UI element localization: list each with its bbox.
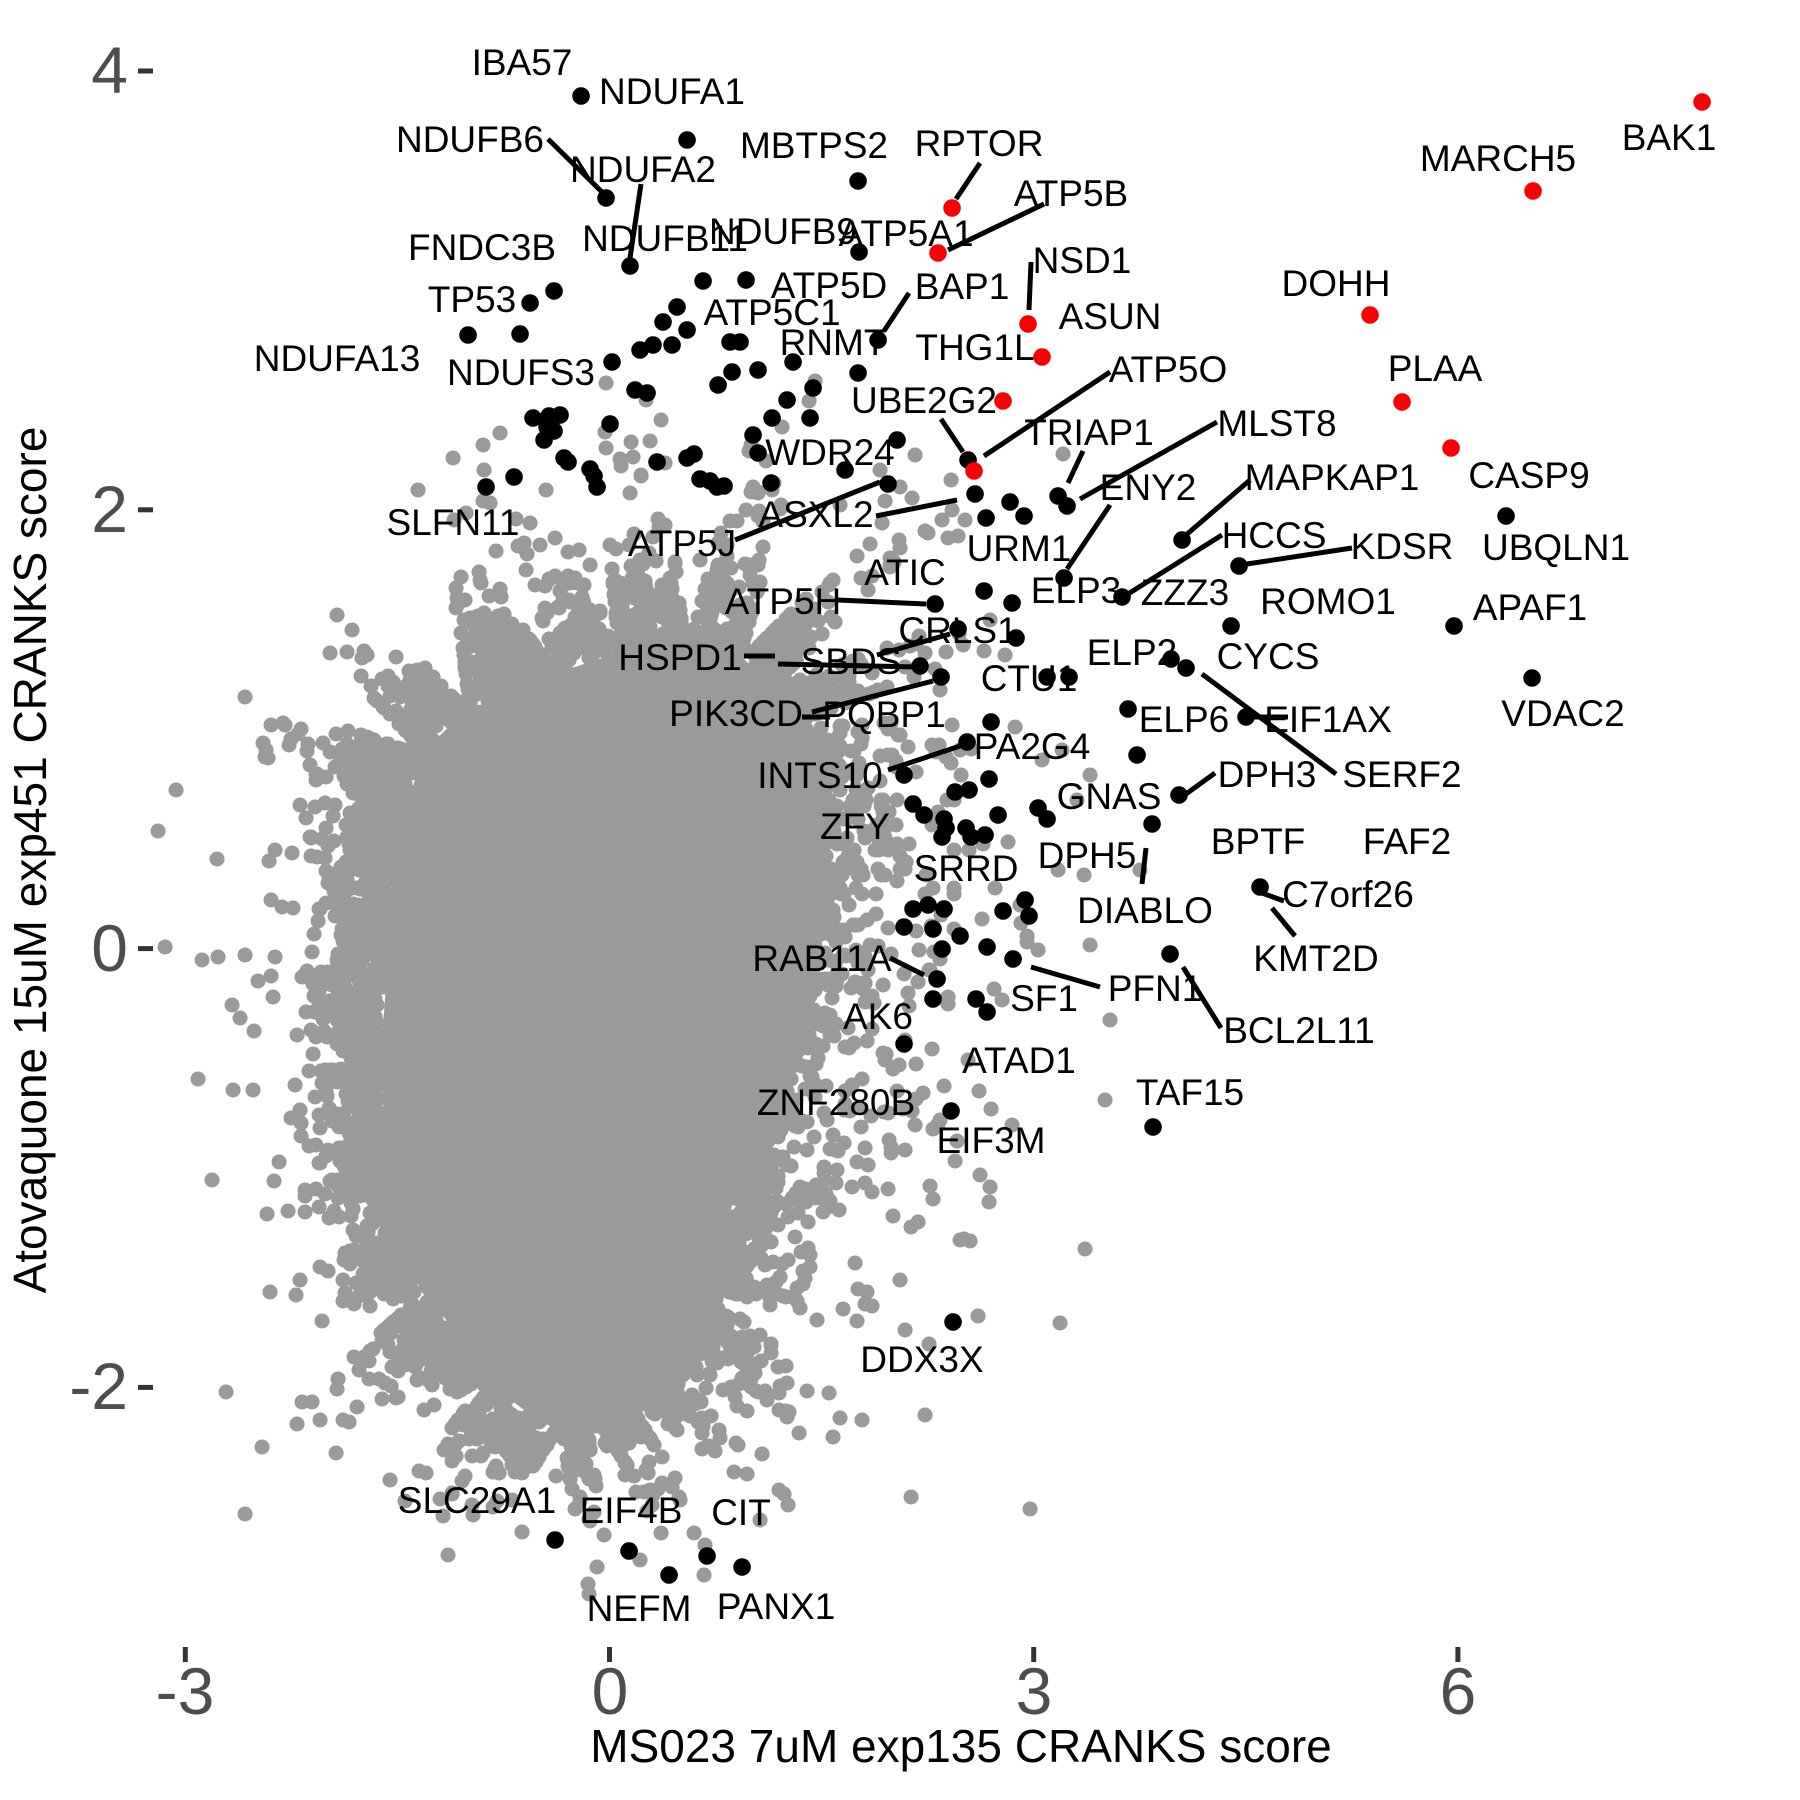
svg-text:TP53: TP53 [428, 279, 516, 320]
svg-text:ATP5J: ATP5J [628, 523, 736, 564]
svg-text:RAB11A: RAB11A [752, 938, 891, 979]
svg-text:NDUFB6: NDUFB6 [396, 119, 544, 160]
svg-text:FAF2: FAF2 [1363, 821, 1451, 862]
svg-text:6: 6 [1440, 1654, 1477, 1728]
svg-text:ATP5H: ATP5H [725, 581, 842, 622]
svg-text:ATP5B: ATP5B [1014, 173, 1128, 214]
svg-text:DIABLO: DIABLO [1077, 890, 1213, 931]
svg-text:SLC29A1: SLC29A1 [398, 1480, 556, 1521]
svg-text:UBE2G2: UBE2G2 [851, 380, 997, 421]
svg-text:NDUFA2: NDUFA2 [570, 149, 716, 190]
svg-text:SLFN11: SLFN11 [387, 502, 520, 543]
svg-text:KDSR: KDSR [1351, 526, 1454, 567]
svg-text:ASUN: ASUN [1059, 296, 1162, 337]
svg-text:EIF4B: EIF4B [580, 1490, 683, 1531]
svg-text:0: 0 [91, 911, 128, 985]
svg-text:ATAD1: ATAD1 [962, 1040, 1076, 1081]
svg-text:EIF1AX: EIF1AX [1264, 699, 1392, 740]
svg-text:ATP5A1: ATP5A1 [838, 213, 973, 254]
svg-text:APAF1: APAF1 [1473, 587, 1587, 628]
svg-text:Atovaquone 15uM exp451 CRANKS: Atovaquone 15uM exp451 CRANKS score [4, 427, 56, 1294]
svg-text:GNAS: GNAS [1057, 776, 1162, 817]
svg-text:MAPKAP1: MAPKAP1 [1245, 457, 1420, 498]
svg-text:NEFM: NEFM [587, 1588, 692, 1629]
svg-text:VDAC2: VDAC2 [1501, 693, 1624, 734]
svg-text:CIT: CIT [711, 1492, 771, 1533]
svg-text:ZNF280B: ZNF280B [757, 1082, 915, 1123]
svg-text:NDUFA1: NDUFA1 [599, 71, 745, 112]
svg-text:BPTF: BPTF [1211, 821, 1306, 862]
svg-text:HSPD1: HSPD1 [618, 637, 741, 678]
svg-text:THG1L: THG1L [915, 327, 1034, 368]
svg-text:ZFY: ZFY [820, 806, 890, 847]
svg-text:ATP5D: ATP5D [771, 265, 888, 306]
svg-text:WDR24: WDR24 [765, 432, 895, 473]
svg-text:ENY2: ENY2 [1100, 467, 1197, 508]
svg-text:UBQLN1: UBQLN1 [1482, 527, 1630, 568]
svg-text:PQBP1: PQBP1 [822, 694, 945, 735]
svg-text:BAK1: BAK1 [1622, 117, 1717, 158]
svg-text:AK6: AK6 [843, 996, 913, 1037]
svg-text:ELP6: ELP6 [1139, 699, 1230, 740]
svg-text:CRLS1: CRLS1 [898, 610, 1017, 651]
svg-text:MBTPS2: MBTPS2 [740, 125, 888, 166]
svg-text:ELP2: ELP2 [1087, 632, 1178, 673]
svg-text:TAF15: TAF15 [1136, 1072, 1244, 1113]
svg-text:C7orf26: C7orf26 [1282, 874, 1414, 915]
svg-text:NDUFB11: NDUFB11 [582, 218, 748, 259]
svg-text:ASXL2: ASXL2 [758, 494, 873, 535]
svg-text:RPTOR: RPTOR [915, 123, 1044, 164]
svg-text:DDX3X: DDX3X [860, 1339, 983, 1380]
svg-text:PA2G4: PA2G4 [974, 726, 1091, 767]
svg-text:CTU1: CTU1 [981, 658, 1078, 699]
svg-text:NDUFS3: NDUFS3 [447, 352, 595, 393]
svg-text:IBA57: IBA57 [472, 42, 573, 83]
svg-text:KMT2D: KMT2D [1253, 938, 1378, 979]
svg-text:HCCS: HCCS [1222, 515, 1327, 556]
svg-text:FNDC3B: FNDC3B [408, 227, 556, 268]
svg-text:3: 3 [1016, 1654, 1053, 1728]
svg-text:NDUFA13: NDUFA13 [254, 338, 421, 379]
svg-text:RNMT: RNMT [780, 322, 887, 363]
svg-text:PFN1: PFN1 [1108, 968, 1203, 1009]
svg-text:0: 0 [592, 1654, 629, 1728]
svg-text:NSD1: NSD1 [1033, 240, 1132, 281]
svg-text:SBDS: SBDS [801, 641, 902, 682]
svg-text:BAP1: BAP1 [915, 266, 1010, 307]
svg-text:BCL2L11: BCL2L11 [1223, 1010, 1375, 1051]
svg-text:TRIAP1: TRIAP1 [1024, 412, 1154, 453]
svg-text:2: 2 [91, 472, 128, 546]
svg-text:NDUFB9: NDUFB9 [709, 211, 857, 252]
svg-text:MS023 7uM exp135 CRANKS score: MS023 7uM exp135 CRANKS score [590, 1720, 1331, 1772]
svg-text:PANX1: PANX1 [717, 1586, 836, 1627]
svg-text:ATP5O: ATP5O [1109, 349, 1228, 390]
svg-text:ELP3: ELP3 [1031, 570, 1122, 611]
svg-text:SERF2: SERF2 [1342, 754, 1461, 795]
svg-text:ATIC: ATIC [864, 552, 946, 593]
svg-text:CASP9: CASP9 [1468, 455, 1589, 496]
svg-text:INTS10: INTS10 [757, 755, 882, 796]
svg-text:URM1: URM1 [967, 528, 1072, 569]
svg-text:ZZZ3: ZZZ3 [1141, 572, 1229, 613]
svg-text:PIK3CD: PIK3CD [669, 693, 803, 734]
svg-text:ATP5C1: ATP5C1 [703, 292, 840, 333]
svg-text:-2: -2 [69, 1349, 128, 1423]
svg-text:ROMO1: ROMO1 [1260, 581, 1396, 622]
svg-text:4: 4 [91, 33, 128, 107]
svg-text:DOHH: DOHH [1282, 263, 1391, 304]
svg-text:DPH5: DPH5 [1038, 835, 1137, 876]
svg-text:-3: -3 [156, 1654, 215, 1728]
svg-text:MLST8: MLST8 [1217, 403, 1336, 444]
svg-text:PLAA: PLAA [1388, 348, 1483, 389]
svg-text:SF1: SF1 [1010, 978, 1078, 1019]
svg-text:CYCS: CYCS [1217, 636, 1320, 677]
svg-text:EIF3M: EIF3M [937, 1120, 1046, 1161]
svg-text:MARCH5: MARCH5 [1420, 138, 1576, 179]
svg-text:SRRD: SRRD [914, 848, 1019, 889]
svg-text:DPH3: DPH3 [1218, 754, 1317, 795]
